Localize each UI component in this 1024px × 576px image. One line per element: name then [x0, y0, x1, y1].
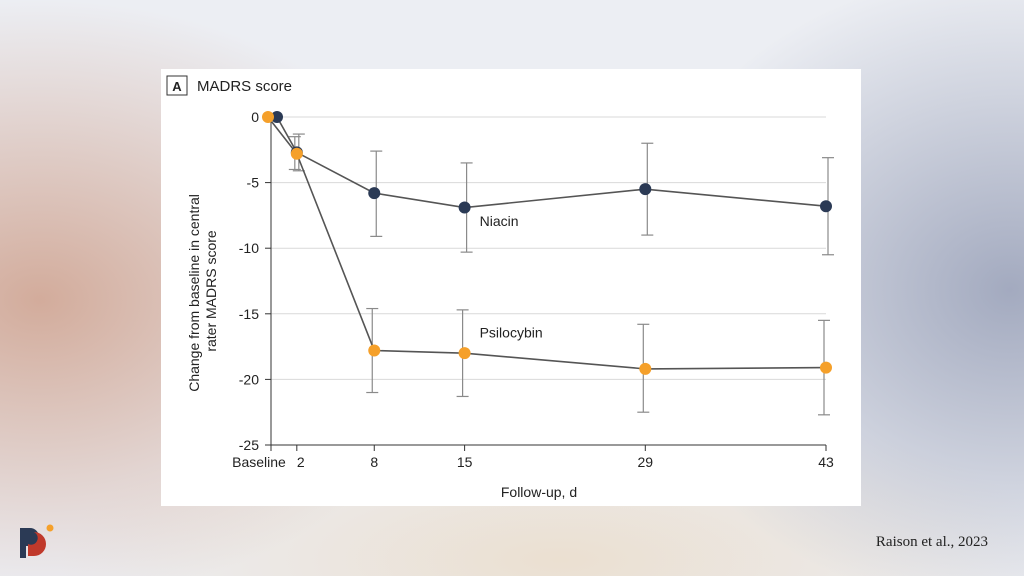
citation: Raison et al., 2023 — [875, 534, 988, 550]
data-point-niacin — [639, 183, 652, 196]
y-axis-label-line-1: Change from baseline in central — [186, 194, 202, 392]
data-point-psilocybin — [639, 362, 652, 375]
series-label-psilocybin: Psilocybin — [480, 324, 543, 340]
chart-title: MADRS score — [197, 78, 292, 95]
panel-letter-box — [166, 75, 188, 96]
y-tick-label: 0 — [251, 109, 259, 125]
series-line-niacin — [276, 116, 827, 209]
data-point-psilocybin — [262, 111, 274, 123]
y-axis-label-line-2: rater MADRS score — [203, 230, 219, 352]
data-point-niacin — [271, 111, 283, 123]
y-axis-label: Change from baseline in central rater MA… — [186, 190, 219, 392]
series-label-niacin: Niacin — [480, 213, 519, 229]
brand-logo — [20, 524, 54, 558]
panel-letter: A — [172, 79, 182, 94]
x-tick-label: Baseline — [232, 454, 286, 470]
y-tick-label: -5 — [247, 175, 260, 191]
x-tick-label: 43 — [818, 454, 834, 470]
y-tick-label: -15 — [239, 306, 259, 322]
data-point-niacin — [820, 200, 832, 213]
data-point-niacin — [368, 187, 381, 200]
x-tick-label: 2 — [297, 454, 305, 470]
logo-shape-accent — [28, 532, 46, 556]
data-point-psilocybin — [458, 347, 471, 360]
data-point-psilocybin — [290, 147, 303, 160]
data-point-psilocybin — [368, 344, 381, 357]
series-line-psilocybin — [267, 116, 827, 370]
logo-dot — [46, 524, 54, 532]
x-tick-label: 15 — [457, 454, 473, 470]
data-point-psilocybin — [820, 361, 832, 374]
logo-shape-p — [20, 528, 39, 558]
y-tick-label: -10 — [239, 240, 259, 256]
x-tick-label: 8 — [370, 454, 378, 470]
y-tick-label: -25 — [239, 437, 259, 453]
x-axis-label: Follow-up, d — [501, 484, 577, 500]
data-point-niacin — [458, 201, 471, 214]
figure-card: A MADRS score 0 -5 -10 -15 -20 -25 Baseline 2 8 1… — [161, 69, 861, 506]
x-tick-label: 29 — [638, 454, 654, 470]
y-tick-label: -20 — [239, 371, 259, 387]
